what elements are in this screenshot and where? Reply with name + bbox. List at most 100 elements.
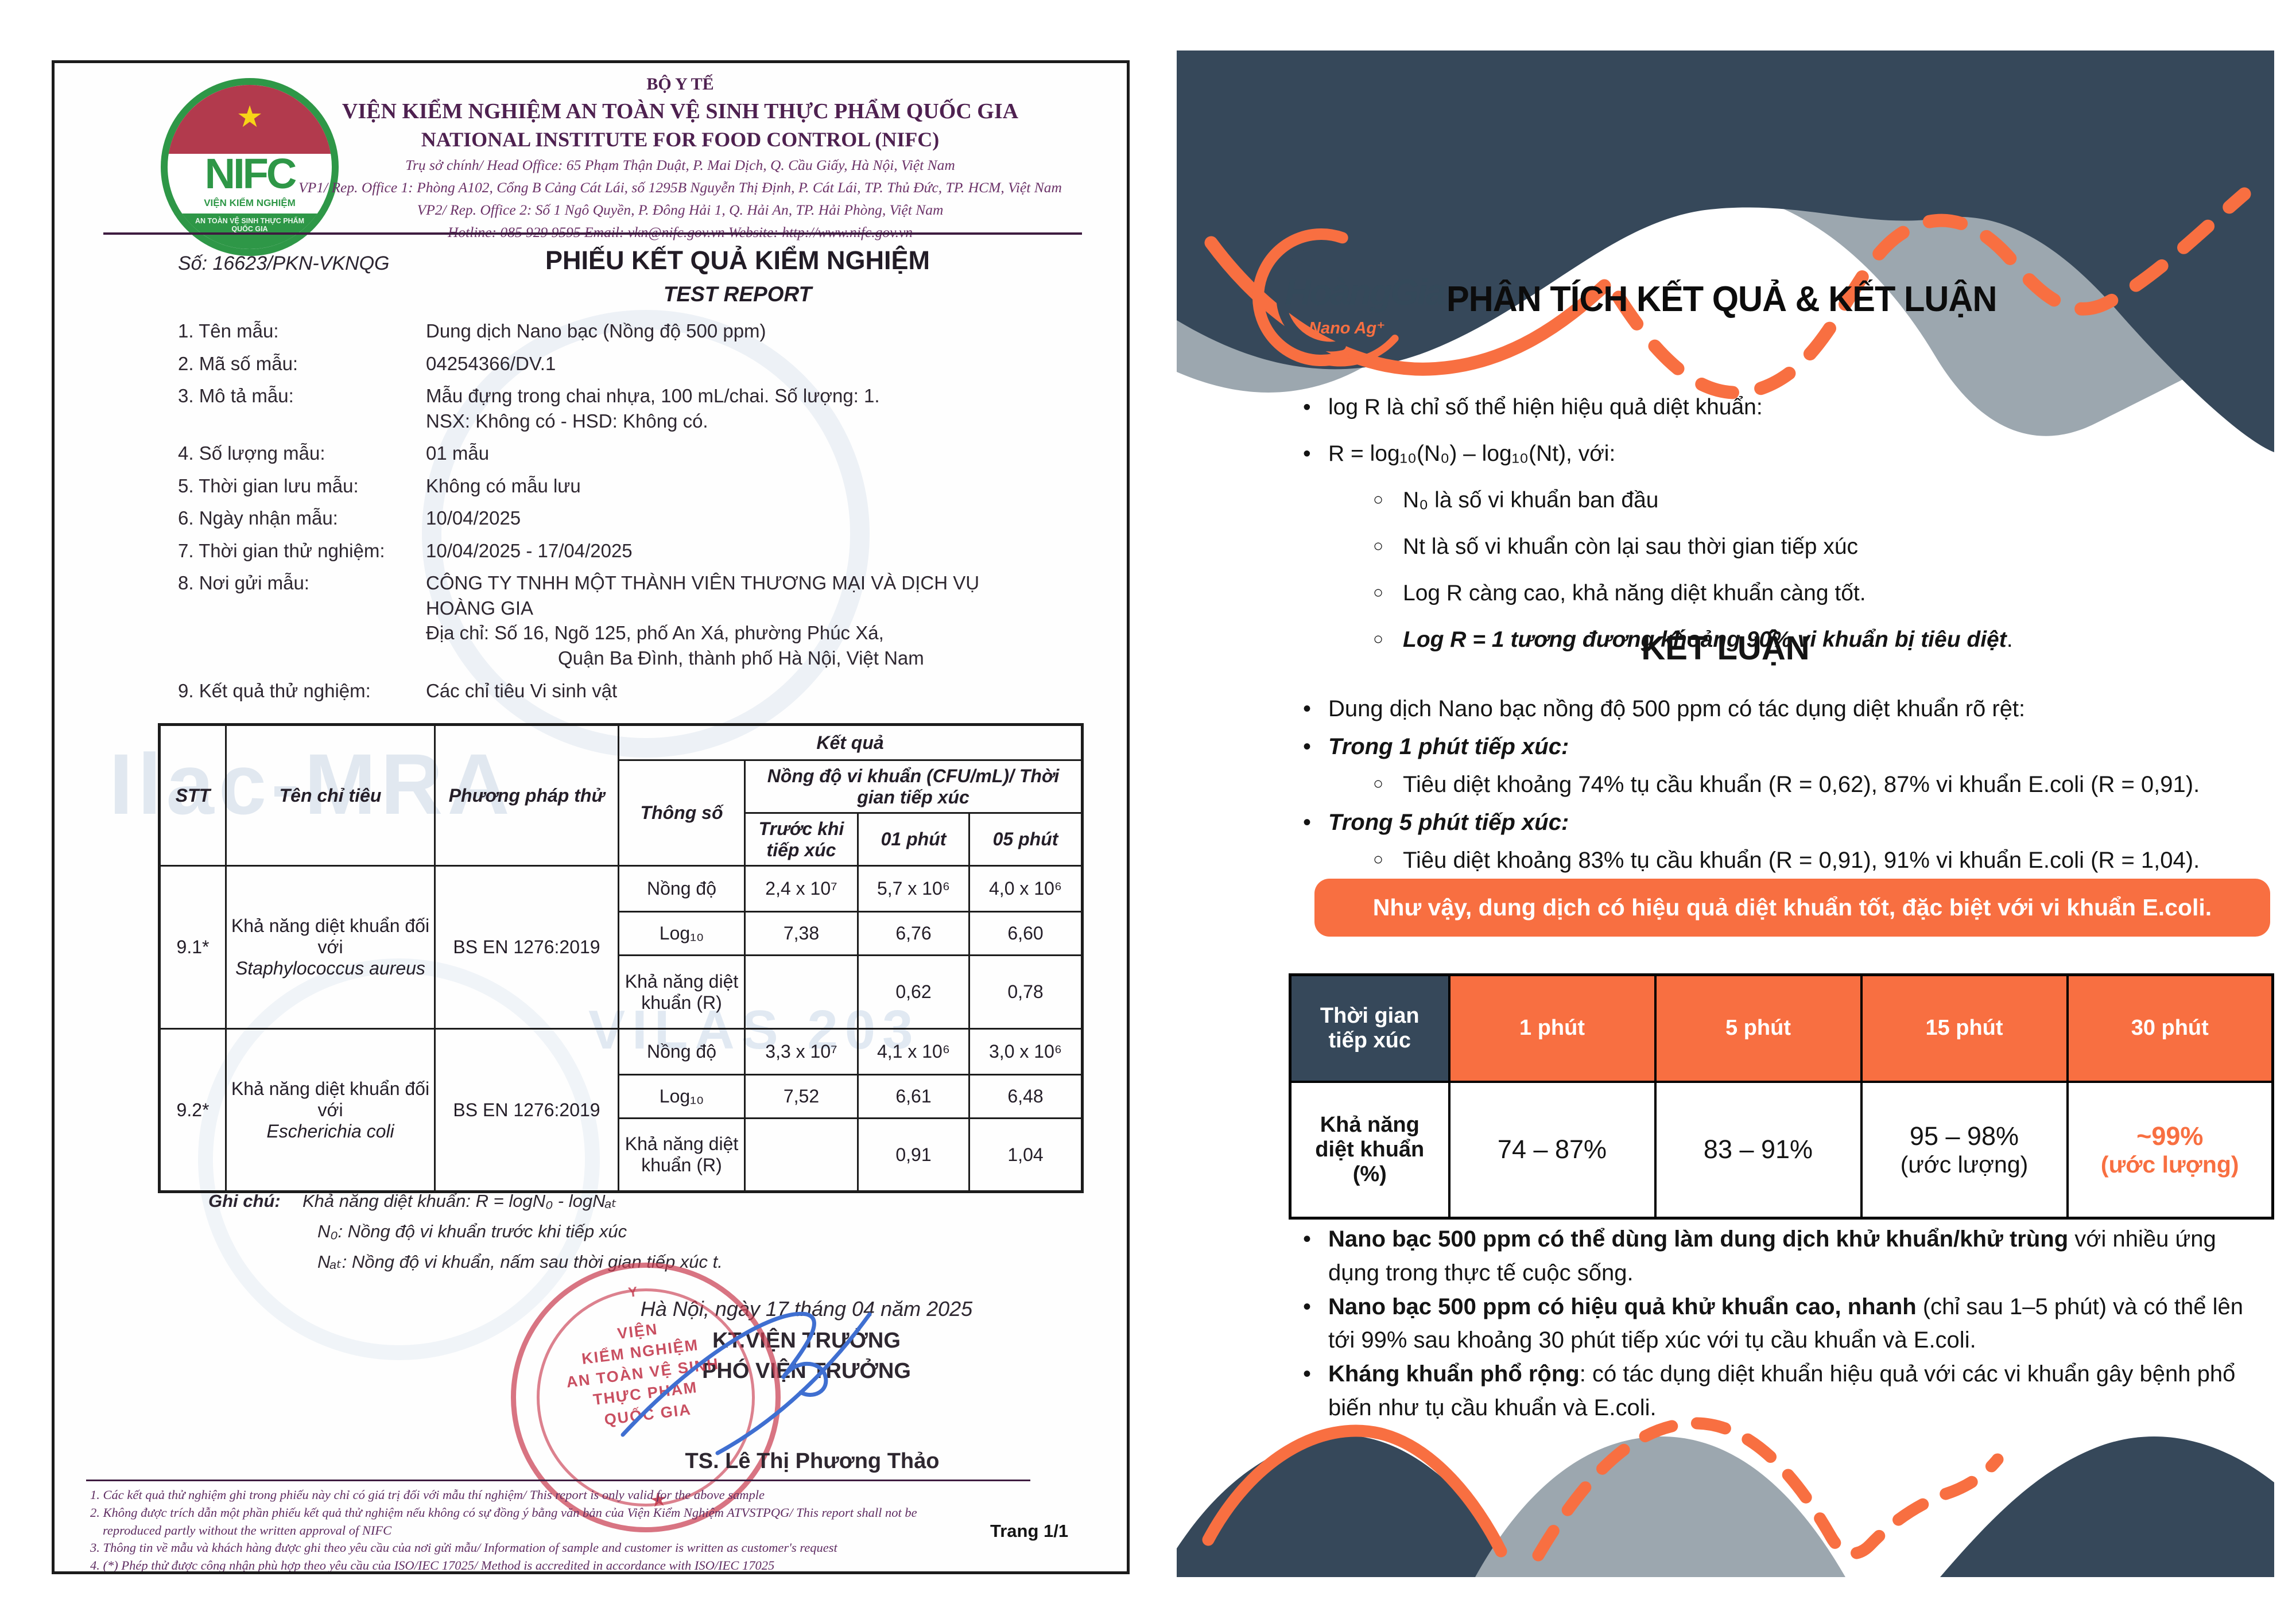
- rep-office1-line: VP1/ Rep. Office 1: Phòng A102, Cổng B C…: [298, 179, 1062, 196]
- circle-bullet-icon: ○: [1373, 537, 1384, 556]
- field-value: 10/04/2025: [426, 507, 521, 529]
- field-label: 6. Ngày nhận mẫu:: [178, 507, 338, 529]
- application-list: • Nano bạc 500 ppm có thể dùng làm dung d…: [1302, 1222, 2260, 1425]
- bullet-icon: •: [1303, 1294, 1312, 1319]
- bullet-icon: •: [1303, 696, 1312, 721]
- list-item-bold: Kháng khuẩn phổ rộng: [1328, 1361, 1580, 1387]
- list-item-text: Log R càng cao, khả năng diệt khuẩn càng…: [1403, 581, 1866, 605]
- value-01min: 0,91: [857, 1117, 970, 1193]
- nifc-logo-red-band: [168, 85, 332, 154]
- field-value: Các chỉ tiêu Vi sinh vật: [426, 680, 618, 701]
- top-wave-decoration: [1177, 51, 2274, 452]
- col-header-phuong-phap: Phương pháp thử: [434, 724, 619, 867]
- field-label: 3. Mô tả mẫu:: [178, 385, 294, 407]
- list-item-rest: với nhiều ứng dụng trong thực tế cuộc số…: [1328, 1226, 2216, 1286]
- institute-name-vi: VIỆN KIỂM NGHIỆM AN TOÀN VỆ SINH THỰC PH…: [342, 99, 1019, 123]
- sender-name-line1: CÔNG TY TNHH MỘT THÀNH VIÊN THƯƠNG MẠI V…: [426, 572, 980, 594]
- value-01min: 0,62: [857, 954, 970, 1030]
- document-number: Số: 16623/PKN-VKNQG: [178, 253, 390, 274]
- value-01min: 5,7 x 10⁶: [857, 865, 970, 913]
- list-item: • Trong 1 phút tiếp xúc:: [1302, 734, 2249, 760]
- signer-name: TS. Lê Thị Phương Thảo: [685, 1449, 940, 1473]
- summary-cell: 83 – 91%: [1654, 1080, 1863, 1220]
- field-label: 1. Tên mẫu:: [178, 320, 279, 341]
- table-header-row: Thông số Nồng độ vi khuẩn (CFU/mL)/ Thời…: [160, 759, 1084, 867]
- institute-name-en: NATIONAL INSTITUTE FOR FOOD CONTROL (NIF…: [421, 128, 940, 151]
- param-label: Khả năng diệt khuẩn (R): [618, 954, 746, 1030]
- col-header-truoc: Trước khi tiếp xúc: [744, 812, 859, 867]
- field-row: 2. Mã số mẫu: 04254366/DV.1: [178, 351, 1088, 376]
- field-row: 3. Mô tả mẫu: Mẫu đựng trong chai nhựa, …: [178, 383, 1088, 433]
- param-label: Log₁₀: [618, 1074, 746, 1119]
- field-label: 9. Kết quả thử nghiệm:: [178, 680, 371, 701]
- signature: [620, 1311, 872, 1455]
- cell-value: 95 – 98%: [1909, 1121, 2019, 1151]
- bullet-icon: •: [1303, 810, 1312, 835]
- list-item-tail: .: [2006, 627, 2013, 652]
- col-header-ket-qua: Kết quả: [617, 724, 1084, 761]
- field-value-line: Mẫu đựng trong chai nhựa, 100 mL/chai. S…: [426, 385, 880, 407]
- circle-bullet-icon: ○: [1373, 774, 1384, 793]
- list-item: • Kháng khuẩn phổ rộng: có tác dụng diệt …: [1302, 1357, 2260, 1425]
- list-item: • R = log₁₀(N₀) – log₁₀(Nt), với:: [1302, 441, 2249, 467]
- value-before: [744, 954, 859, 1030]
- col-header-nong-do: Nồng độ vi khuẩn (CFU/mL)/ Thời gian tiế…: [743, 759, 1084, 814]
- list-subitem: ○ Tiêu diệt khoảng 83% tụ cầu khuẩn (R = …: [1302, 848, 2249, 873]
- star-icon: ★: [236, 100, 263, 134]
- head-office-line: Trụ sở chính/ Head Office: 65 Phạm Thận …: [405, 157, 955, 173]
- list-item-text: log R là chỉ số thể hiện hiệu quả diệt k…: [1328, 395, 1763, 420]
- param-label: Log₁₀: [618, 911, 746, 956]
- table-row: Khả năng diệt khuẩn (R) 0,62 0,78: [160, 954, 1084, 1030]
- results-table: STT Tên chỉ tiêu Phương pháp thử Kết quả…: [158, 723, 1084, 1193]
- field-label: 4. Số lượng mẫu:: [178, 442, 325, 464]
- conclusion-title: KẾT LUẬN: [1641, 630, 1810, 667]
- row-method: BS EN 1276:2019: [434, 1028, 619, 1193]
- contact-line: Hotline: 085 929 9595 Email: vkn@nifc.go…: [447, 224, 913, 240]
- footnote: reproduced partly without the written ap…: [103, 1523, 392, 1537]
- cell-note: (ước lượng): [1900, 1151, 2029, 1178]
- summary-col-header: 1 phút: [1448, 973, 1657, 1083]
- list-item: • Trong 5 phút tiếp xúc:: [1302, 810, 2249, 836]
- field-value: 01 mẫu: [426, 442, 490, 464]
- notes-label: Ghi chú:: [208, 1191, 281, 1211]
- document-subtitle: TEST REPORT: [663, 282, 812, 306]
- sender-address-line2: Quận Ba Đình, thành phố Hà Nội, Việt Nam: [558, 647, 924, 669]
- list-item-text-bold: Log R = 1 tương đương khoảng 90% vi khuẩ…: [1403, 627, 2007, 652]
- sender-address-line1: Địa chỉ: Số 16, Ngõ 125, phố An Xá, phườ…: [426, 622, 884, 644]
- bullet-icon: •: [1303, 395, 1311, 420]
- intro-list: • log R là chỉ số thể hiện hiệu quả diệt …: [1302, 395, 2249, 674]
- table-header-row: Trước khi tiếp xúc 01 phút 05 phút: [160, 812, 1084, 867]
- document-title: PHIẾU KẾT QUẢ KIỂM NGHIỆM: [545, 246, 930, 275]
- param-label: Nồng độ: [618, 865, 746, 913]
- bottom-wave-decoration: [1177, 1417, 2274, 1577]
- table-row: Log₁₀ 7,38 6,76 6,60: [160, 911, 1084, 956]
- note-formula: Khả năng diệt khuẩn: R = logN₀ - logNₐₜ: [302, 1191, 617, 1211]
- field-row: 4. Số lượng mẫu: 01 mẫu: [178, 441, 1088, 466]
- footnote: 4. (*) Phép thử được công nhận phù hợp t…: [90, 1558, 775, 1573]
- list-item-text: Tiêu diệt khoảng 74% tụ cầu khuẩn (R = 0…: [1403, 772, 2200, 797]
- row-method: BS EN 1276:2019: [434, 865, 619, 1030]
- nifc-logo-word: NIFC: [204, 150, 297, 197]
- field-value: CÔNG TY TNHH MỘT THÀNH VIÊN THƯƠNG MẠI V…: [426, 570, 1088, 670]
- conclusion-list: • Dung dịch Nano bạc nồng độ 500 ppm có t…: [1302, 696, 2249, 886]
- value-05min: 6,60: [968, 911, 1084, 956]
- circle-bullet-icon: ○: [1373, 850, 1384, 869]
- footer-divider: [86, 1480, 1030, 1481]
- field-label: 8. Nơi gửi mẫu:: [178, 572, 309, 594]
- table-row: Khả năng diệt khuẩn (R) 0,91 1,04: [160, 1117, 1084, 1193]
- bullet-icon: •: [1303, 441, 1311, 466]
- field-value: Mẫu đựng trong chai nhựa, 100 mL/chai. S…: [426, 383, 1088, 433]
- list-subitem: ○ Log R = 1 tương đương khoảng 90% vi khu…: [1302, 627, 2249, 653]
- col-header-05-phut: 05 phút: [968, 812, 1084, 867]
- hoang-gia-logo-arcs: [1252, 212, 1418, 367]
- list-item: • Dung dịch Nano bạc nồng độ 500 ppm có t…: [1302, 696, 2249, 722]
- row-stt: 9.1*: [158, 865, 227, 1030]
- list-item-text-bold: Trong 1 phút tiếp xúc:: [1328, 734, 1569, 759]
- list-item-text: R = log₁₀(N₀) – log₁₀(Nt), với:: [1328, 441, 1616, 466]
- value-before: 2,4 x 10⁷: [744, 865, 859, 913]
- value-before: 7,52: [744, 1074, 859, 1119]
- panel-title: PHÂN TÍCH KẾT QUẢ & KẾT LUẬN: [1446, 279, 1997, 319]
- param-label: Khả năng diệt khuẩn (R): [618, 1117, 746, 1193]
- list-subitem: ○ N₀ là số vi khuẩn ban đầu: [1302, 488, 2249, 513]
- col-header-ten-chi-tieu: Tên chỉ tiêu: [225, 724, 436, 867]
